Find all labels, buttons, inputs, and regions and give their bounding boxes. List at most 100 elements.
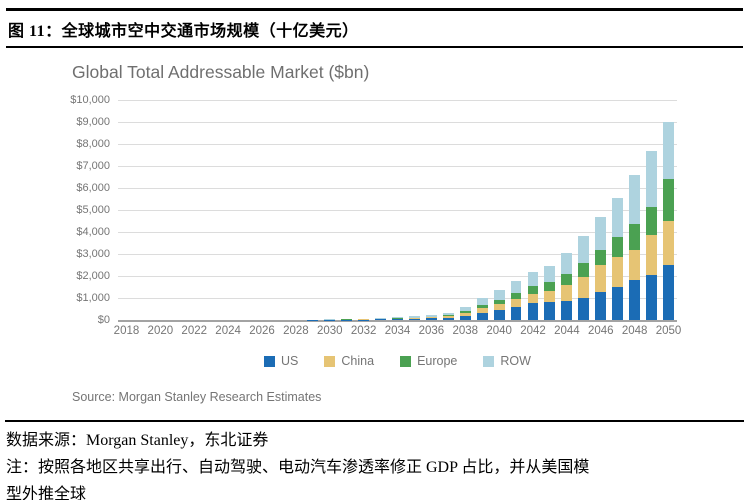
segment-china-2049: [646, 235, 657, 275]
bar-col-2042: [525, 100, 542, 320]
bar-stack-2040: [493, 100, 505, 320]
segment-china-2041: [510, 298, 522, 307]
x-tick-2040: 2040: [486, 325, 512, 337]
bar-stack-2026: [256, 100, 268, 320]
bar-col-2025: [237, 100, 254, 320]
bar-stack-2041: [510, 100, 522, 320]
segment-europe-2047: [612, 237, 624, 258]
gridline: [118, 254, 677, 255]
legend-swatch-china: [324, 355, 336, 367]
x-tick-2028: 2028: [283, 325, 309, 337]
segment-china-2045: [578, 277, 590, 299]
segment-row-2045: [578, 236, 590, 264]
segment-us-2033: [375, 319, 386, 320]
y-tick-label: $3,000: [76, 248, 110, 260]
chart-grid: $10,000 $9,000 $8,000 $7,000 $6,000 $5,000 $4,…: [60, 94, 681, 337]
segment-us-2038: [459, 315, 471, 320]
bar-stack-2037: [442, 100, 454, 320]
bar-stack-2021: [172, 100, 183, 320]
plot-area: 2018 2020 2022 2024 2026 2028 2030 2032 2034 2036…: [114, 100, 681, 337]
bar-col-2037: [440, 100, 457, 320]
bar-col-2040: [491, 100, 508, 320]
bar-col-2031: [338, 100, 355, 320]
segment-us-2034: [392, 319, 403, 320]
gridline: [118, 144, 677, 145]
x-tick-2018: 2018: [113, 325, 140, 337]
title-underline: [6, 46, 743, 48]
segment-row-2049: [646, 150, 657, 207]
segment-china-2035: [408, 318, 420, 319]
y-tick-label: $6,000: [76, 182, 110, 194]
legend-item-europe: Europe: [400, 354, 457, 368]
y-tick-label: $2,000: [76, 270, 110, 282]
bar-stack-2036: [425, 100, 437, 320]
y-tick-label: $7,000: [76, 160, 110, 172]
bar-col-2044: [558, 100, 575, 320]
x-tick-2048: 2048: [621, 325, 648, 337]
bar-col-2027: [270, 100, 287, 320]
x-tick-2044: 2044: [554, 325, 580, 337]
segment-us-2043: [544, 301, 556, 320]
segment-europe-2049: [646, 206, 657, 236]
bar-stack-2032: [358, 100, 369, 320]
y-tick-label: $0: [97, 314, 110, 326]
gridline: [118, 232, 677, 233]
legend-item-row: ROW: [483, 354, 531, 368]
segment-europe-2041: [510, 292, 522, 299]
x-tick-2042: 2042: [520, 325, 546, 337]
legend-row: US China Europe ROW: [60, 354, 677, 368]
document-header: 图 11：全球城市空中交通市场规模（十亿美元）: [0, 0, 749, 48]
x-tick-2026: 2026: [249, 325, 275, 337]
y-axis: $10,000 $9,000 $8,000 $7,000 $6,000 $5,000 $4,…: [60, 94, 118, 326]
segment-row-2042: [527, 272, 539, 287]
bar-stack-2038: [459, 100, 471, 320]
segment-row-2039: [476, 298, 488, 305]
bar-stack-2025: [239, 100, 251, 320]
y-tick-label: $1,000: [76, 292, 110, 304]
gridline: [118, 122, 677, 123]
segment-us-2040: [493, 310, 505, 320]
segment-row-2047: [612, 197, 624, 238]
legend-swatch-europe: [400, 355, 412, 367]
bar-stack-2023: [206, 100, 217, 320]
segment-us-2046: [595, 292, 607, 320]
segment-europe-2036: [425, 316, 437, 318]
x-tick-2046: 2046: [587, 325, 614, 337]
x-tick-2050: 2050: [655, 325, 682, 337]
x-tick-2030: 2030: [316, 325, 343, 337]
bar-stack-2033: [375, 100, 386, 320]
segment-row-2048: [629, 175, 640, 224]
legend-item-china: China: [324, 354, 374, 368]
segment-china-2048: [629, 249, 640, 281]
bar-col-2036: [423, 100, 440, 320]
footer-note-line2: 型外推全球: [6, 486, 87, 500]
bar-col-2024: [220, 100, 237, 320]
bar-col-2029: [304, 100, 321, 320]
segment-us-2045: [578, 298, 590, 320]
bar-col-2047: [609, 100, 626, 320]
segment-europe-2043: [544, 282, 556, 291]
x-tick-2022: 2022: [181, 325, 208, 337]
segment-china-2046: [595, 265, 607, 293]
segment-europe-2048: [629, 223, 640, 250]
bar-col-2038: [457, 100, 474, 320]
document-footer: 数据来源：Morgan Stanley，东北证券 注：按照各地区共享出行、自动驾…: [0, 422, 749, 500]
segment-us-2035: [408, 318, 420, 320]
bar-col-2041: [508, 100, 525, 320]
segment-us-2036: [425, 318, 437, 320]
bar-col-2028: [287, 100, 304, 320]
bar-stack-2031: [341, 100, 353, 320]
segment-row-2035: [408, 316, 420, 318]
segment-us-2042: [527, 303, 539, 320]
bar-stack-2042: [527, 100, 539, 320]
segment-us-2049: [646, 274, 657, 320]
bar-stack-2027: [273, 100, 285, 320]
segment-us-2048: [629, 280, 640, 320]
gridline: [118, 166, 677, 167]
legend-spacer: [60, 354, 118, 368]
segment-europe-2046: [595, 250, 607, 266]
top-rule: [6, 8, 743, 11]
gridline: [118, 210, 677, 211]
bar-stack-2034: [392, 100, 403, 320]
